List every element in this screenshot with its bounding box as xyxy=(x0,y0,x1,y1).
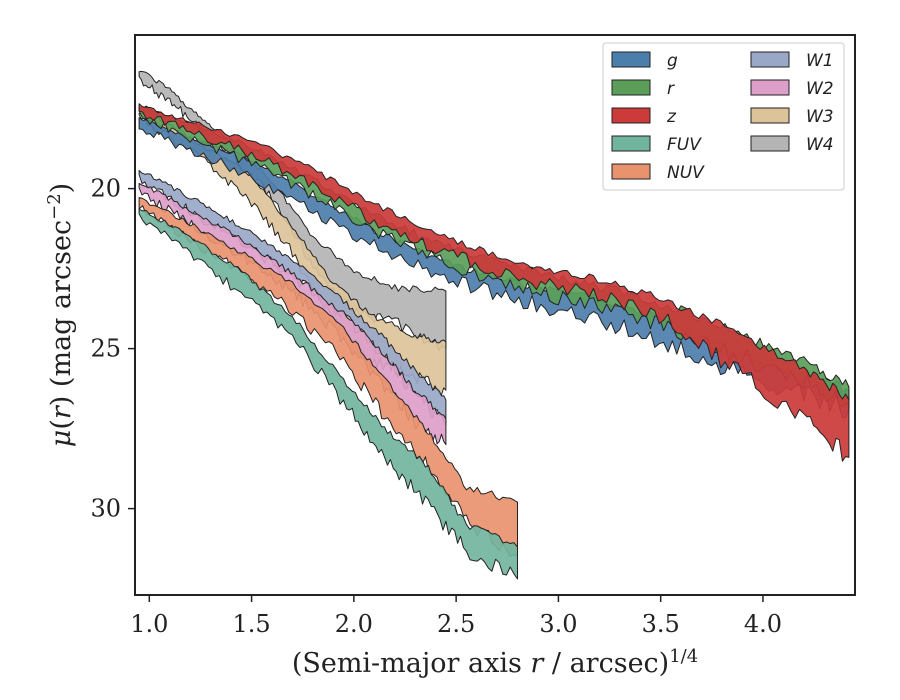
plot-frame xyxy=(134,34,856,596)
y-tick-label: 25 xyxy=(90,335,121,363)
x-axis-ticks: 1.0 1.5 2.0 2.5 3.0 3.5 4.0 xyxy=(130,595,782,638)
legend-swatch-w3 xyxy=(750,107,790,124)
x-tick-label: 2.5 xyxy=(437,610,475,638)
x-tick-label: 1.0 xyxy=(130,610,168,638)
legend-swatch-r xyxy=(611,79,651,96)
legend-label-fuv: FUV xyxy=(667,135,702,155)
y-axis-ticks: 20 25 30 xyxy=(90,175,135,523)
legend-label-w2: W2 xyxy=(806,79,834,99)
y-axis-label: μ(r) (mag arcsec−2) xyxy=(44,183,78,447)
legend-label-w4: W4 xyxy=(806,135,834,155)
x-tick-label: 3.5 xyxy=(642,610,680,638)
x-axis-label: (Semi-major axis r / arcsec)1/4 xyxy=(292,646,698,680)
profile-bands xyxy=(138,70,850,580)
legend-swatch-fuv xyxy=(611,135,651,152)
x-tick-label: 2.0 xyxy=(335,610,373,638)
legend-label-r: r xyxy=(667,79,675,99)
legend-swatch-w4 xyxy=(750,135,790,152)
legend-label-z: z xyxy=(666,107,677,127)
x-tick-label: 4.0 xyxy=(744,610,782,638)
band-fuv xyxy=(138,208,518,580)
band-z xyxy=(138,103,850,462)
legend-label-w3: W3 xyxy=(806,107,834,127)
legend-label-nuv: NUV xyxy=(667,163,705,183)
y-tick-label: 30 xyxy=(90,495,121,523)
legend-swatch-nuv xyxy=(611,163,651,180)
legend: grz FUV NUV W1 W2 W3 W4 xyxy=(602,42,845,191)
legend-label-g: g xyxy=(667,51,678,71)
legend-label-w1: W1 xyxy=(806,51,834,71)
legend-swatch-g xyxy=(611,51,651,68)
y-tick-label: 20 xyxy=(90,175,121,203)
legend-swatch-w1 xyxy=(750,51,790,68)
legend-swatch-w2 xyxy=(750,79,790,96)
x-tick-label: 3.0 xyxy=(539,610,577,638)
x-tick-label: 1.5 xyxy=(233,610,271,638)
legend-swatch-z xyxy=(611,107,651,124)
